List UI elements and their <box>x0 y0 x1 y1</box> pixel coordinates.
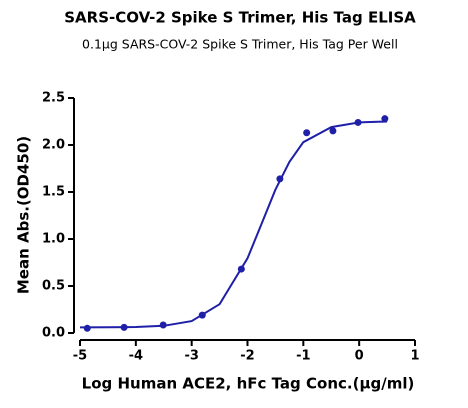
chart-title: SARS-COV-2 Spike S Trimer, His Tag ELISA <box>64 9 416 27</box>
data-point <box>381 115 389 123</box>
data-point <box>198 311 206 319</box>
x-tick-label: -4 <box>129 349 143 364</box>
x-tick-label: -3 <box>184 349 198 364</box>
data-point <box>276 175 284 183</box>
x-tick-label: -2 <box>240 349 254 364</box>
y-tick-label: 0.5 <box>42 279 65 294</box>
x-axis-label: Log Human ACE2, hFc Tag Conc.(μg/ml) <box>82 375 415 393</box>
x-tick-label: -5 <box>73 349 87 364</box>
data-point <box>159 321 167 329</box>
chart-subtitle: 0.1μg SARS-COV-2 Spike S Trimer, His Tag… <box>82 37 398 52</box>
data-point <box>329 127 337 135</box>
y-tick-label: 2.5 <box>42 91 65 106</box>
y-axis-label: Mean Abs.(OD450) <box>15 136 33 294</box>
data-point <box>83 324 91 332</box>
y-tick-label: 1.0 <box>42 232 65 247</box>
x-tick-label: 0 <box>355 349 364 364</box>
x-tick-label: -1 <box>296 349 310 364</box>
data-point <box>354 118 362 126</box>
y-tick-label: 2.0 <box>42 138 65 153</box>
y-tick-label: 1.5 <box>42 185 65 200</box>
x-tick-label: 1 <box>410 349 419 364</box>
data-point <box>120 323 128 331</box>
data-point <box>237 265 245 273</box>
data-point <box>303 129 311 137</box>
y-tick-label: 0.0 <box>42 326 65 341</box>
fit-curve <box>79 120 388 329</box>
